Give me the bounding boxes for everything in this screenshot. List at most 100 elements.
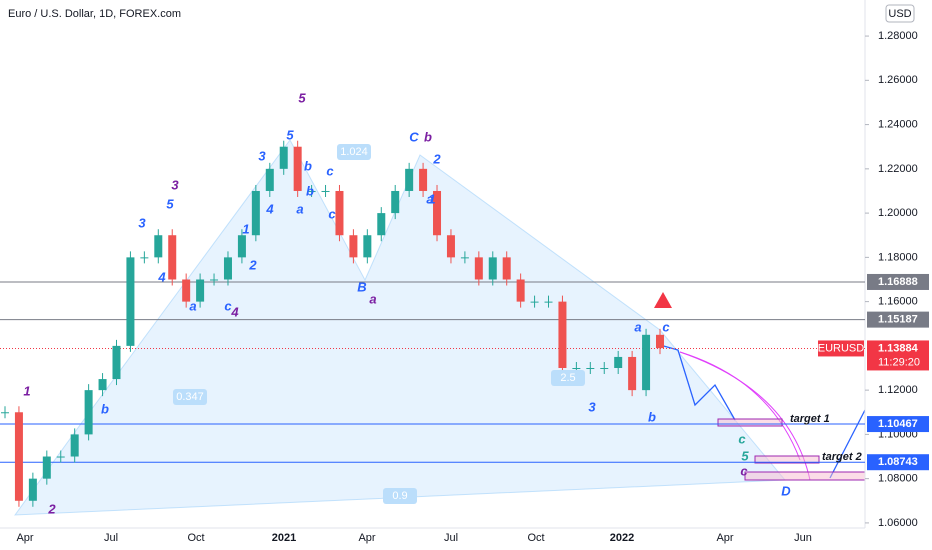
currency-box[interactable] (885, 4, 915, 23)
wave-label: D (781, 483, 791, 498)
y-tick-label: 1.08000 (878, 473, 918, 485)
level-label-bg (867, 311, 929, 328)
level-label: 1.16888 (878, 276, 918, 288)
candle (182, 279, 191, 302)
candle (196, 279, 205, 302)
y-tick-label: 1.22000 (878, 163, 918, 175)
candle (446, 235, 455, 258)
y-tick-label: 1.28000 (878, 30, 918, 42)
candle (349, 235, 358, 258)
fib-label: 2.5 (560, 372, 575, 384)
wave-label: 5 (166, 196, 174, 211)
candle (335, 190, 344, 236)
target-box (717, 418, 783, 427)
candle (237, 235, 246, 258)
price-bg (867, 340, 929, 371)
candle (586, 368, 595, 370)
wave-label: 4 (265, 201, 274, 216)
x-tick-label: Jul (104, 532, 118, 544)
projection-path (829, 409, 866, 479)
candle (474, 257, 483, 280)
wave-label: b (424, 129, 432, 144)
wave-label: b (648, 409, 656, 424)
candle (391, 190, 400, 214)
candle (460, 257, 469, 259)
wave-label: c (328, 206, 336, 221)
y-tick-label: 1.20000 (878, 207, 918, 219)
chart-title: Euro / U.S. Dollar, 1D, FOREX.com (8, 8, 181, 20)
level-label-bg (867, 454, 929, 471)
wave-label: 3 (138, 215, 146, 230)
x-tick-label: Apr (16, 532, 33, 544)
fib-label-bg (337, 144, 371, 160)
candle (558, 301, 567, 369)
wave-label: 4 (230, 304, 239, 319)
candle (14, 412, 23, 501)
wave-label: 2 (432, 151, 441, 166)
candle (656, 334, 664, 349)
price-label: 1.13884 (878, 342, 919, 354)
candle (279, 146, 288, 169)
x-tick-label: Oct (187, 532, 204, 544)
candle (154, 235, 163, 258)
candle (98, 379, 107, 391)
wave-label: b (306, 183, 314, 198)
x-tick-label: Oct (527, 532, 544, 544)
candle (377, 213, 386, 236)
warning-icon (654, 292, 672, 308)
wave-label: 2 (248, 257, 257, 272)
symbol-label: EURUSD (818, 342, 865, 354)
wave-label: c (740, 463, 748, 478)
wave-label: 3 (258, 148, 266, 163)
wave-label: 4 (157, 269, 166, 284)
candle (530, 301, 539, 303)
candle (70, 434, 79, 457)
wave-label: 1 (428, 191, 435, 206)
candle (126, 257, 135, 346)
level-label: 1.15187 (878, 314, 918, 326)
candle (614, 356, 623, 369)
x-tick-label: 2021 (272, 532, 296, 544)
wave-label: b (304, 158, 312, 173)
fib-label: 0.347 (176, 391, 204, 403)
wave-label: b (101, 401, 109, 416)
candle (56, 456, 65, 458)
candle (516, 279, 525, 302)
wave-label: c (326, 163, 334, 178)
fib-label-bg (551, 370, 585, 386)
wave-label: a (369, 291, 376, 306)
candle (265, 168, 274, 191)
fib-label-bg (173, 389, 207, 405)
x-tick-label: Apr (716, 532, 733, 544)
wave-label: 5 (741, 448, 749, 463)
wave-label: a (634, 319, 641, 334)
level-label-bg (867, 273, 929, 290)
candle (84, 390, 93, 435)
candle (405, 168, 414, 191)
target-label: target 2 (822, 451, 862, 463)
candle (293, 146, 302, 191)
wave-label: B (357, 279, 366, 294)
candle (112, 345, 121, 380)
wave-label: c (738, 431, 746, 446)
candle (28, 478, 37, 501)
candle (488, 257, 497, 280)
candle (363, 235, 372, 258)
y-tick-label: 1.26000 (878, 74, 918, 86)
wave-label: 3 (171, 177, 179, 192)
wave-label: a (426, 191, 433, 206)
wave-label: C (409, 129, 419, 144)
wave-label: 3 (588, 399, 596, 414)
candle (321, 190, 330, 192)
candle (251, 190, 260, 236)
wave-label: c (224, 298, 232, 313)
candle (168, 235, 177, 280)
level-label: 1.10467 (878, 418, 918, 430)
x-tick-label: Jun (794, 532, 812, 544)
candle (307, 190, 316, 192)
wave-label: 1 (23, 383, 30, 398)
x-tick-label: 2022 (610, 532, 634, 544)
wave-label: a (189, 298, 196, 313)
y-tick-label: 1.16000 (878, 296, 918, 308)
